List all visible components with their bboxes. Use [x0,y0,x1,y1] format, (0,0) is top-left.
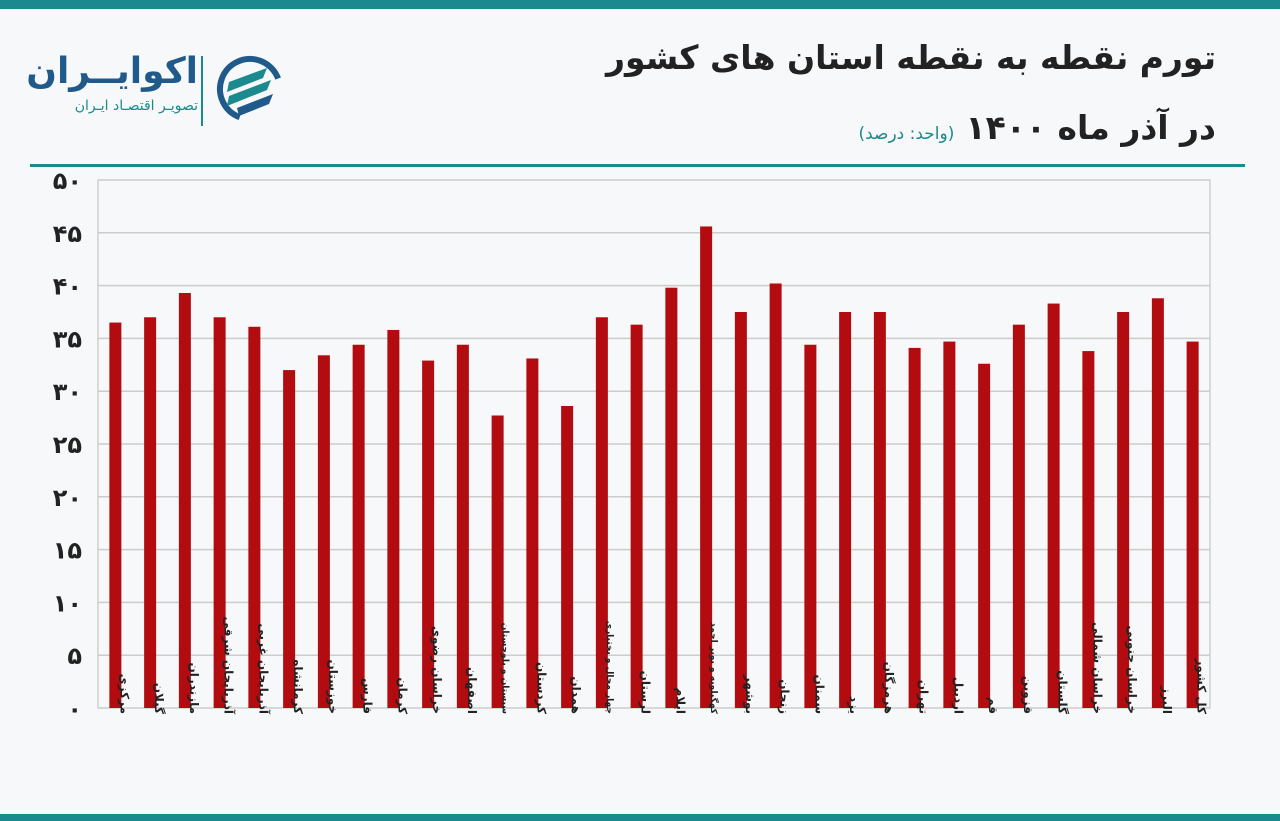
x-tick-label: آذربایجان غربی [256,623,271,714]
y-tick-label: ۵ [67,642,82,670]
bar [700,226,713,709]
bar [734,312,747,708]
bar [213,317,226,708]
x-tick-label: کل کشور [1194,658,1209,715]
bar [144,317,157,708]
bar [1151,298,1164,708]
bar [283,370,296,708]
bar [456,344,469,708]
x-tick-label: کردستان [534,662,548,714]
y-tick-label: ۵۰ [53,167,82,195]
y-tick-label: ۱۰ [53,589,82,617]
bar [109,322,122,708]
y-tick-label: ۴۰ [53,273,82,301]
bar [178,292,191,708]
bar [317,355,330,708]
bar [387,329,400,708]
y-tick-label: ۳۰ [53,378,82,406]
x-tick-label: گلستان [1056,670,1070,714]
bar [804,344,817,708]
x-tick-label: همدان [569,676,583,714]
bar [422,360,435,708]
chart-title: تورم نقطه به نقطه استان های کشور [606,38,1216,77]
logo-text: اکوایــران تصویـر اقتصـاد ایـران [26,51,198,115]
bar [630,324,643,708]
x-tick-label: آذربایجان شرقی [222,616,237,714]
bar [491,415,504,708]
x-tick-label: گیلان [152,683,166,714]
x-tick-label: فارس [361,678,375,714]
bottom-accent-band [0,814,1280,821]
x-tick-label: خراسان شمالی [1090,622,1104,714]
bar [839,312,852,708]
x-tick-label: زنجان [778,679,792,714]
bar [665,287,678,708]
x-tick-label: سمنان [812,675,826,715]
x-tick-label: خراسان جنوبی [1124,625,1139,714]
x-tick-label: کرمان [395,677,409,714]
bar [526,358,539,708]
logo-name: اکوایــران [26,51,198,92]
bar [873,312,886,708]
x-tick-label: تهران [917,680,931,714]
bar [561,405,574,708]
x-tick-label: قزوین [1020,676,1035,714]
x-tick-label: ایلام [672,687,687,714]
x-tick-label: یزد [847,696,861,714]
bar [978,363,991,708]
x-tick-label: هرمزگان [882,662,896,714]
x-tick-label: بوشهر [742,674,757,714]
header-divider [30,164,1245,167]
unit-label: (واحد: درصد) [858,124,955,144]
logo-divider [201,56,203,126]
chart-subtitle-line: در آذر ماه ۱۴۰۰ (واحد: درصد) [858,108,1216,147]
y-tick-label: ۲۰ [53,484,82,512]
x-tick-label: البرز [1160,685,1174,714]
bar [248,326,261,708]
x-tick-label: اردبیل [951,677,965,714]
logo-mark-icon [217,56,283,122]
x-tick-label: کرمانشاه [291,659,305,714]
bar [1047,303,1060,708]
bar [1012,324,1025,708]
top-accent-band [0,0,1280,9]
y-tick-label: ۰ [67,695,82,723]
chart-subtitle: در آذر ماه ۱۴۰۰ [965,108,1216,147]
x-tick-label: قم [986,697,1000,714]
bar [908,347,921,708]
bar [1117,312,1130,708]
y-tick-label: ۳۵ [53,325,82,353]
ecoiran-logo[interactable]: اکوایــران تصویـر اقتصـاد ایـران [26,50,290,130]
y-tick-label: ۱۵ [53,537,82,565]
bar [769,283,782,708]
bar [595,317,608,708]
logo-tagline: تصویـر اقتصـاد ایـران [74,98,198,114]
x-tick-label: سیستان و بلوچستان [500,623,510,715]
y-tick-label: ۴۵ [53,220,82,248]
bar [1082,351,1095,708]
x-tick-label: مرکزی [117,674,131,714]
x-tick-label: خوزستان [325,659,340,714]
bar [352,344,365,708]
x-tick-label: لرستان [639,671,653,714]
x-tick-label: اصفهان [465,667,479,714]
x-tick-label: خراسان رضوی [429,626,444,714]
x-tick-label: چهار محال و بختیاری [604,621,614,714]
bar [1186,341,1199,708]
x-tick-label: مازندران [187,662,201,714]
bar [943,341,956,708]
x-tick-label: کهگیلویه و بویر احمد [708,622,720,715]
y-tick-label: ۲۵ [53,431,82,459]
